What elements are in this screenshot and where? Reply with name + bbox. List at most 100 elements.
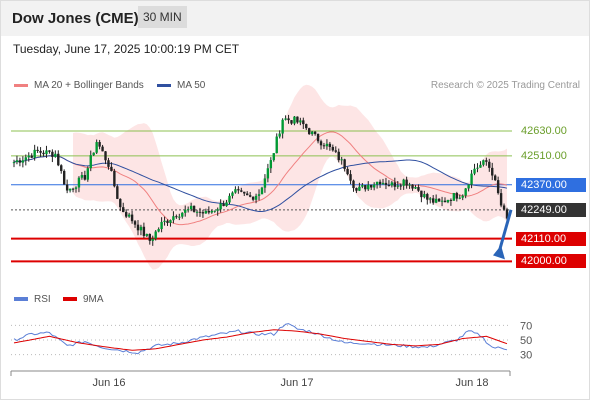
candle-body — [186, 209, 190, 211]
candle-body — [482, 160, 485, 165]
bollinger-band — [73, 84, 507, 270]
candle-body — [322, 145, 326, 147]
candle-body — [328, 143, 332, 147]
legend-rsi: RSI — [14, 294, 51, 305]
candle-body — [119, 198, 122, 208]
candle-body — [378, 181, 382, 185]
candle-body — [219, 203, 222, 210]
candle-body — [77, 177, 81, 188]
candle-body — [207, 210, 211, 213]
candle-body — [184, 209, 187, 213]
candle-body — [431, 198, 435, 203]
candle-body — [349, 174, 352, 181]
candle-body — [237, 189, 240, 191]
candle-body — [325, 143, 329, 147]
candle-body — [142, 226, 146, 236]
candle-body — [86, 168, 90, 180]
candle-body — [346, 168, 349, 175]
candle-body — [443, 200, 447, 203]
candle-body — [496, 180, 500, 194]
level-label-resistance: 42630.00 — [521, 125, 567, 138]
candle-body — [367, 184, 370, 190]
ma50-swatch — [157, 83, 171, 87]
candle-body — [281, 119, 284, 134]
candle-body — [122, 207, 125, 213]
credit-text: Research © 2025 Trading Central — [430, 80, 580, 91]
candle-body — [452, 193, 456, 201]
candle-body — [57, 153, 60, 166]
candle-body — [272, 153, 275, 161]
candle-body — [163, 220, 166, 222]
x-tick-label: Jun 16 — [92, 377, 125, 389]
candle-body — [42, 152, 45, 155]
candle-body — [92, 152, 95, 156]
candle-body — [387, 184, 391, 186]
candle-body — [370, 184, 373, 188]
candle-body — [278, 133, 281, 137]
candle-body — [107, 160, 110, 167]
candle-body — [175, 216, 178, 218]
candle-body — [160, 221, 163, 230]
candle-body — [358, 186, 361, 191]
candle-body — [411, 184, 414, 189]
candle-body — [384, 182, 388, 185]
candle-body — [83, 175, 87, 180]
candle-body — [51, 151, 54, 157]
candle-body — [15, 160, 19, 163]
candle-body — [393, 182, 397, 187]
candle-body — [316, 133, 320, 142]
candle-body — [310, 131, 314, 135]
timestamp: Tuesday, June 17, 2025 10:00:19 PM CET — [13, 42, 240, 56]
legend-rsi-label: RSI — [34, 294, 51, 305]
legend-rsi-ma: 9MA — [63, 294, 104, 305]
candle-body — [228, 195, 231, 203]
candle-body — [33, 149, 36, 158]
ma20-swatch — [14, 83, 28, 87]
candle-body — [178, 216, 181, 218]
rsi-axis-label: 30 — [520, 350, 532, 362]
legend-rsi-ma-label: 9MA — [83, 294, 104, 305]
candle-body — [420, 190, 423, 198]
candle-body — [499, 193, 503, 206]
candle-body — [313, 131, 317, 134]
candle-body — [355, 188, 358, 191]
candle-body — [491, 167, 494, 176]
candle-body — [417, 187, 420, 191]
candle-body — [124, 212, 128, 217]
level-label-last: 42249.00 — [516, 202, 586, 217]
candle-body — [361, 185, 364, 187]
candle-body — [198, 211, 202, 213]
candle-body — [375, 181, 379, 185]
candle-body — [48, 150, 51, 152]
candle-body — [192, 205, 196, 212]
candle-body — [39, 150, 42, 153]
candle-body — [104, 151, 107, 161]
candle-body — [275, 136, 278, 154]
header-bar: Dow Jones (CME) 30 MIN — [0, 0, 590, 36]
candle-body — [426, 194, 429, 200]
candle-body — [133, 221, 137, 225]
level-label-support: 42000.00 — [516, 254, 586, 269]
candle-body — [414, 187, 417, 189]
rsi-axis-label: 70 — [520, 320, 532, 332]
candle-body — [485, 160, 488, 162]
candle-body — [71, 188, 75, 190]
candle-body — [308, 128, 311, 135]
timeframe-button[interactable]: 30 MIN — [138, 6, 187, 28]
ma20-line — [13, 131, 508, 226]
candle-body — [352, 180, 355, 189]
candle-body — [381, 182, 385, 185]
candle-body — [287, 118, 290, 121]
candle-body — [248, 195, 252, 197]
candle-body — [24, 157, 28, 161]
candle-body — [195, 211, 199, 213]
candle-body — [240, 190, 243, 192]
candle-body — [36, 149, 39, 151]
candle-body — [461, 195, 464, 198]
x-tick-label: Jun 17 — [280, 377, 313, 389]
candle-body — [458, 197, 461, 199]
candle-body — [302, 120, 305, 125]
candle-body — [343, 159, 346, 169]
candle-body — [21, 160, 25, 163]
candle-body — [116, 186, 119, 199]
